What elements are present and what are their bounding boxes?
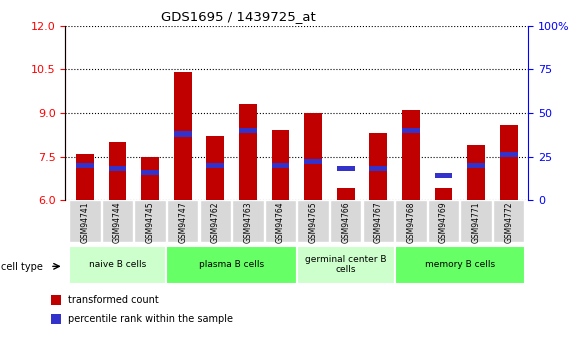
Bar [337, 166, 354, 171]
Bar [206, 162, 224, 168]
FancyBboxPatch shape [69, 200, 101, 242]
Text: GSM94769: GSM94769 [439, 201, 448, 243]
FancyBboxPatch shape [135, 200, 166, 242]
Bar [141, 157, 159, 200]
Text: GSM94744: GSM94744 [113, 201, 122, 243]
Bar [76, 154, 94, 200]
Bar [369, 133, 387, 200]
Bar [435, 188, 453, 200]
Bar [108, 166, 127, 171]
FancyBboxPatch shape [199, 200, 231, 242]
Text: transformed count: transformed count [68, 295, 159, 305]
Text: GSM94768: GSM94768 [406, 201, 415, 243]
Bar [402, 110, 420, 200]
Bar [467, 162, 485, 168]
Text: naive B cells: naive B cells [89, 260, 146, 269]
Text: germinal center B
cells: germinal center B cells [305, 255, 386, 275]
Text: GSM94766: GSM94766 [341, 201, 350, 243]
Text: GDS1695 / 1439725_at: GDS1695 / 1439725_at [161, 10, 316, 23]
FancyBboxPatch shape [461, 200, 492, 242]
Bar [500, 152, 517, 157]
Bar [369, 166, 387, 171]
FancyBboxPatch shape [362, 200, 394, 242]
Bar [304, 159, 322, 164]
FancyBboxPatch shape [69, 246, 166, 284]
FancyBboxPatch shape [166, 246, 297, 284]
Bar [402, 128, 420, 133]
Bar [51, 314, 61, 324]
Bar [174, 131, 191, 137]
Text: plasma B cells: plasma B cells [199, 260, 264, 269]
Bar [51, 295, 61, 305]
Text: GSM94762: GSM94762 [211, 201, 220, 243]
Text: GSM94745: GSM94745 [145, 201, 154, 243]
Bar [272, 162, 290, 168]
Text: GSM94771: GSM94771 [471, 201, 481, 243]
FancyBboxPatch shape [493, 200, 524, 242]
Text: GSM94767: GSM94767 [374, 201, 383, 243]
Bar [76, 162, 94, 168]
Text: percentile rank within the sample: percentile rank within the sample [68, 314, 233, 324]
Bar [239, 128, 257, 133]
Bar [239, 104, 257, 200]
Text: GSM94741: GSM94741 [81, 201, 89, 243]
Text: GSM94764: GSM94764 [276, 201, 285, 243]
Bar [500, 125, 517, 200]
Bar [206, 136, 224, 200]
Bar [141, 170, 159, 175]
FancyBboxPatch shape [102, 200, 133, 242]
Bar [337, 188, 354, 200]
FancyBboxPatch shape [298, 200, 329, 242]
Text: GSM94772: GSM94772 [504, 201, 513, 243]
Bar [304, 113, 322, 200]
FancyBboxPatch shape [232, 200, 264, 242]
Text: GSM94747: GSM94747 [178, 201, 187, 243]
Bar [174, 72, 191, 200]
Text: memory B cells: memory B cells [425, 260, 495, 269]
Text: GSM94765: GSM94765 [308, 201, 318, 243]
FancyBboxPatch shape [428, 200, 459, 242]
Bar [435, 173, 453, 178]
Bar [467, 145, 485, 200]
Text: cell type: cell type [1, 263, 43, 272]
Bar [108, 142, 127, 200]
FancyBboxPatch shape [330, 200, 361, 242]
FancyBboxPatch shape [395, 200, 427, 242]
Bar [272, 130, 290, 200]
FancyBboxPatch shape [265, 200, 296, 242]
FancyBboxPatch shape [297, 246, 395, 284]
FancyBboxPatch shape [395, 246, 525, 284]
Text: GSM94763: GSM94763 [243, 201, 252, 243]
FancyBboxPatch shape [167, 200, 198, 242]
